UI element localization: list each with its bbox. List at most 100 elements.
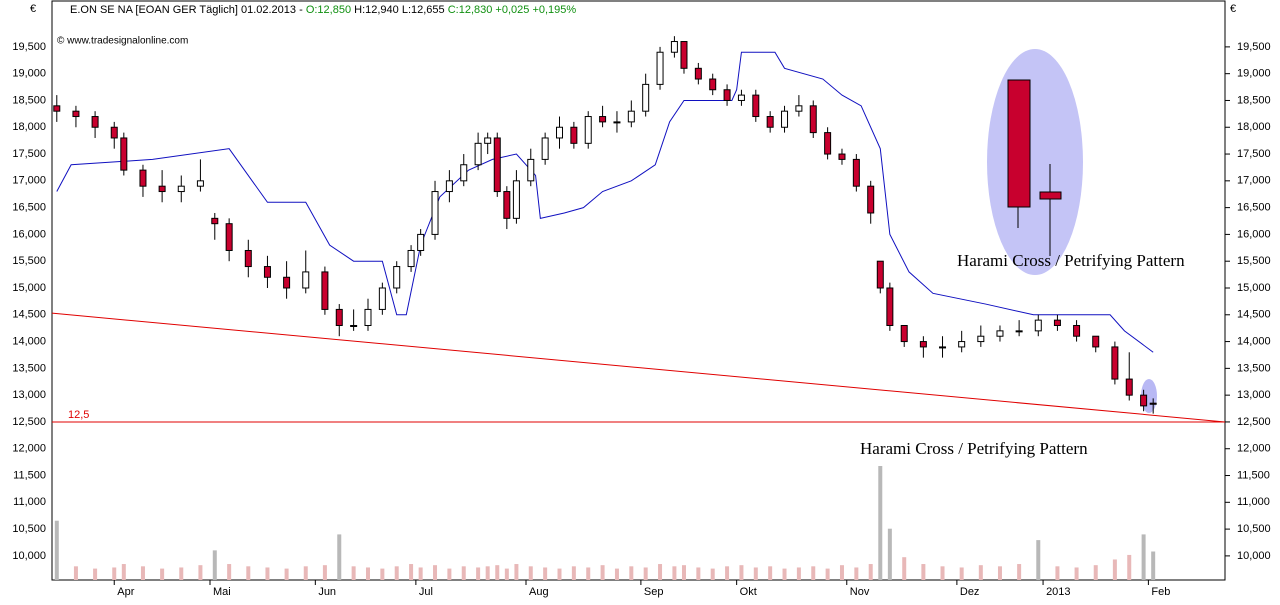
candle-body — [445, 180, 453, 193]
header-close: C:12,830 +0,025 +0,195% — [448, 4, 577, 16]
candle-body — [527, 158, 535, 182]
volume-bar — [140, 566, 145, 580]
candle-body — [1034, 319, 1042, 332]
volume-bar — [418, 567, 423, 580]
candle-body — [302, 271, 310, 289]
y-tick-label-right: 16,500 — [1237, 202, 1271, 214]
volume-bar — [351, 566, 356, 580]
y-tick-label-right: 15,000 — [1237, 282, 1271, 294]
candle-body — [627, 110, 635, 123]
volume-bar — [811, 566, 816, 580]
candle-body — [919, 341, 927, 348]
volume-bar — [978, 565, 983, 580]
volume-bar — [868, 564, 873, 580]
candle-body — [335, 308, 343, 326]
y-tick-label-right: 11,000 — [1237, 496, 1270, 508]
volume-bar — [73, 566, 78, 580]
header-hl: H:12,940 L:12,655 — [354, 4, 445, 16]
y-tick-label: 18,500 — [12, 94, 46, 106]
volume-bar — [643, 567, 648, 580]
y-tick-label: 12,500 — [12, 416, 46, 428]
volume-bar — [246, 566, 251, 580]
candle-body — [584, 116, 592, 144]
y-tick-label-right: 14,000 — [1237, 335, 1271, 347]
volume-bar — [839, 565, 844, 580]
volume-bar — [433, 565, 438, 580]
volume-bar — [796, 567, 801, 580]
candle-body — [1015, 330, 1023, 333]
candle-body — [867, 185, 875, 214]
volume-bar — [878, 466, 883, 580]
x-tick-label: Nov — [850, 586, 870, 598]
volume-bar — [854, 567, 859, 580]
volume-bar — [997, 566, 1002, 580]
y-tick-label: 10,000 — [12, 550, 46, 562]
volume-bar — [179, 567, 184, 580]
volume-bar — [739, 565, 744, 580]
candle-body — [656, 51, 664, 85]
candle-body — [599, 116, 607, 123]
candle-body — [723, 89, 731, 101]
copyright: © www.tradesignalonline.com — [57, 36, 188, 47]
candle-body — [474, 142, 482, 166]
candle-body — [824, 132, 832, 155]
y-tick-label-right: 18,000 — [1237, 121, 1271, 133]
y-tick-label-right: 13,000 — [1237, 389, 1271, 401]
volume-bar — [672, 566, 677, 580]
y-tick-label: 15,500 — [12, 255, 46, 267]
volume-bar — [725, 566, 730, 580]
candle-body — [139, 169, 147, 187]
candle-body — [556, 126, 564, 139]
candle-body — [493, 137, 501, 193]
x-tick-label: Apr — [117, 586, 134, 598]
candle-body — [709, 78, 717, 91]
volume-bar — [629, 566, 634, 580]
volume-bar — [557, 568, 562, 580]
candle-body — [72, 110, 80, 118]
y-tick-label: 13,500 — [12, 362, 46, 374]
candle-body — [680, 41, 688, 69]
y-tick-label-right: 19,500 — [1237, 41, 1271, 53]
y-tick-label: 12,000 — [12, 443, 46, 455]
candle-body — [795, 105, 803, 112]
inset-body — [1039, 191, 1062, 200]
volume-bar — [600, 565, 605, 580]
y-tick-label: 18,000 — [12, 121, 46, 133]
volume-bar — [543, 567, 548, 580]
y-tick-label-right: 18,500 — [1237, 94, 1271, 106]
header: E.ON SE NA [EOAN GER Täglich] 01.02.2013… — [70, 4, 576, 16]
candle-body — [283, 276, 291, 289]
y-tick-label: 19,000 — [12, 68, 46, 80]
x-tick-label: Dez — [960, 586, 980, 598]
y-tick-label: 15,000 — [12, 282, 46, 294]
y-tick-label: 16,500 — [12, 202, 46, 214]
x-tick-label: Aug — [529, 586, 549, 598]
volume-bar — [504, 568, 509, 580]
candle-body — [1140, 394, 1148, 407]
x-tick-label: Jun — [318, 586, 336, 598]
volume-bar — [528, 566, 533, 580]
y-tick-label: 13,000 — [12, 389, 46, 401]
volume-bar — [940, 566, 945, 580]
volume-bar — [284, 568, 289, 580]
y-tick-label: 17,000 — [12, 175, 46, 187]
candle-body — [177, 185, 185, 193]
candle-body — [417, 233, 425, 251]
candle-body — [431, 191, 439, 235]
volume-bar — [1055, 566, 1060, 580]
candle-body — [752, 94, 760, 118]
candle-body — [512, 180, 520, 219]
candle-body — [886, 287, 894, 326]
volume-bar — [476, 567, 481, 580]
candle-body — [378, 287, 386, 310]
x-tick-label: Sep — [644, 586, 664, 598]
y-tick-label: 11,000 — [13, 496, 46, 508]
volume-bar — [227, 564, 232, 580]
x-tick-label: Okt — [740, 586, 757, 598]
volume-bar — [696, 567, 701, 580]
candle-body — [393, 266, 401, 289]
volume-bar — [380, 568, 385, 580]
envelope-line — [56, 51, 1154, 353]
candle-body — [670, 41, 678, 53]
